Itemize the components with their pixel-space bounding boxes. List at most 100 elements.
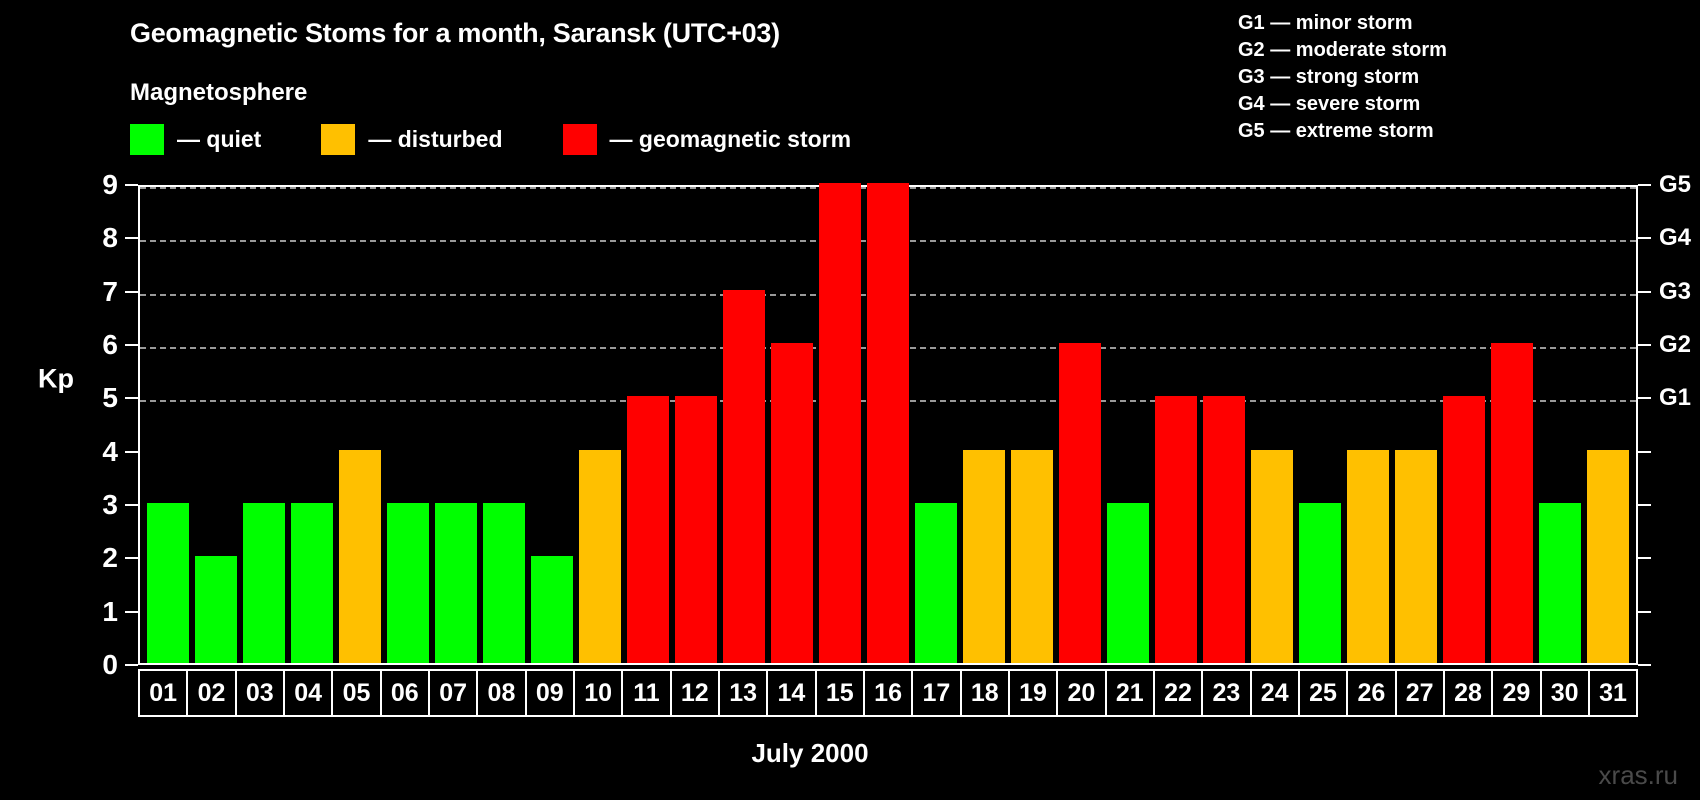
day-cell-26[interactable]: 26: [1346, 669, 1397, 717]
bar-slot-28[interactable]: [1440, 187, 1488, 663]
day-cell-11[interactable]: 11: [621, 669, 672, 717]
bar-slot-23[interactable]: [1200, 187, 1248, 663]
y-tick-7: 7: [60, 277, 138, 306]
bar-slot-18[interactable]: [960, 187, 1008, 663]
bar-slot-09[interactable]: [528, 187, 576, 663]
bar-slot-25[interactable]: [1296, 187, 1344, 663]
day-cell-29[interactable]: 29: [1491, 669, 1542, 717]
bar-slot-22[interactable]: [1152, 187, 1200, 663]
day-cell-28[interactable]: 28: [1442, 669, 1494, 717]
bar-day-08[interactable]: [483, 503, 525, 663]
legend-entry-quiet: — quiet: [130, 124, 261, 155]
bar-slot-02[interactable]: [192, 187, 240, 663]
bar-day-16[interactable]: [867, 183, 909, 663]
bar-slot-12[interactable]: [672, 187, 720, 663]
day-cell-12[interactable]: 12: [669, 669, 720, 717]
day-cell-15[interactable]: 15: [814, 669, 865, 717]
g-axis-tick-label-G4: G4: [1659, 224, 1692, 252]
bar-slot-24[interactable]: [1248, 187, 1296, 663]
bar-slot-21[interactable]: [1104, 187, 1152, 663]
bar-slot-03[interactable]: [240, 187, 288, 663]
bar-slot-30[interactable]: [1536, 187, 1584, 663]
day-cell-25[interactable]: 25: [1297, 669, 1349, 717]
bar-slot-29[interactable]: [1488, 187, 1536, 663]
bar-day-05[interactable]: [339, 449, 381, 663]
day-cell-02[interactable]: 02: [186, 669, 237, 717]
bar-day-26[interactable]: [1347, 449, 1389, 663]
day-cell-04[interactable]: 04: [282, 669, 334, 717]
day-label-13: 13: [729, 678, 757, 707]
bar-day-25[interactable]: [1299, 503, 1341, 663]
bar-day-30[interactable]: [1539, 503, 1581, 663]
day-cell-21[interactable]: 21: [1104, 669, 1155, 717]
day-cell-17[interactable]: 17: [911, 669, 962, 717]
bar-day-03[interactable]: [243, 503, 285, 663]
day-cell-14[interactable]: 14: [766, 669, 817, 717]
bar-slot-20[interactable]: [1056, 187, 1104, 663]
bar-slot-14[interactable]: [768, 187, 816, 663]
bar-day-20[interactable]: [1059, 343, 1101, 663]
y-tick-mark-4: [125, 450, 138, 453]
day-cell-27[interactable]: 27: [1394, 669, 1445, 717]
day-cell-01[interactable]: 01: [138, 669, 189, 717]
bar-day-15[interactable]: [819, 183, 861, 663]
bar-slot-13[interactable]: [720, 187, 768, 663]
day-cell-08[interactable]: 08: [476, 669, 527, 717]
bar-slot-15[interactable]: [816, 183, 864, 663]
day-label-11: 11: [633, 678, 660, 707]
bar-day-14[interactable]: [771, 343, 813, 663]
bar-day-18[interactable]: [963, 449, 1005, 663]
bar-slot-05[interactable]: [336, 187, 384, 663]
bar-slot-04[interactable]: [288, 187, 336, 663]
day-cell-13[interactable]: 13: [717, 669, 769, 717]
legend-label-quiet: — quiet: [177, 126, 262, 152]
bar-slot-16[interactable]: [864, 183, 912, 663]
day-cell-18[interactable]: 18: [959, 669, 1010, 717]
bar-slot-10[interactable]: [576, 187, 624, 663]
day-cell-19[interactable]: 19: [1007, 669, 1059, 717]
bar-day-31[interactable]: [1587, 449, 1629, 663]
bar-day-23[interactable]: [1203, 396, 1245, 663]
day-cell-31[interactable]: 31: [1587, 669, 1639, 717]
bar-day-12[interactable]: [675, 396, 717, 663]
bar-day-19[interactable]: [1011, 449, 1053, 663]
bar-day-17[interactable]: [915, 503, 957, 663]
day-cell-16[interactable]: 16: [862, 669, 914, 717]
day-cell-10[interactable]: 10: [572, 669, 624, 717]
bar-slot-01[interactable]: [144, 187, 192, 663]
day-cell-24[interactable]: 24: [1249, 669, 1300, 717]
day-cell-30[interactable]: 30: [1539, 669, 1590, 717]
bar-day-13[interactable]: [723, 289, 765, 663]
bar-day-27[interactable]: [1395, 449, 1437, 663]
day-cell-20[interactable]: 20: [1056, 669, 1107, 717]
bar-day-11[interactable]: [627, 396, 669, 663]
bar-slot-19[interactable]: [1008, 187, 1056, 663]
day-cell-23[interactable]: 23: [1201, 669, 1252, 717]
day-cell-05[interactable]: 05: [331, 669, 382, 717]
bar-slot-26[interactable]: [1344, 187, 1392, 663]
bar-day-28[interactable]: [1443, 396, 1485, 663]
day-cell-03[interactable]: 03: [234, 669, 285, 717]
bar-day-01[interactable]: [147, 503, 189, 663]
day-cell-07[interactable]: 07: [427, 669, 479, 717]
bar-day-29[interactable]: [1491, 343, 1533, 663]
bar-slot-27[interactable]: [1392, 187, 1440, 663]
day-cell-09[interactable]: 09: [524, 669, 575, 717]
bar-slot-08[interactable]: [480, 187, 528, 663]
bar-slot-31[interactable]: [1584, 187, 1632, 663]
day-cell-22[interactable]: 22: [1152, 669, 1204, 717]
bar-slot-07[interactable]: [432, 187, 480, 663]
bar-day-21[interactable]: [1107, 503, 1149, 663]
bar-day-02[interactable]: [195, 556, 237, 663]
day-cell-06[interactable]: 06: [379, 669, 430, 717]
bar-day-04[interactable]: [291, 503, 333, 663]
bar-slot-17[interactable]: [912, 187, 960, 663]
bar-day-07[interactable]: [435, 503, 477, 663]
bar-slot-06[interactable]: [384, 187, 432, 663]
bar-day-24[interactable]: [1251, 449, 1293, 663]
bar-slot-11[interactable]: [624, 187, 672, 663]
bar-day-09[interactable]: [531, 556, 573, 663]
bar-day-10[interactable]: [579, 449, 621, 663]
bar-day-22[interactable]: [1155, 396, 1197, 663]
bar-day-06[interactable]: [387, 503, 429, 663]
